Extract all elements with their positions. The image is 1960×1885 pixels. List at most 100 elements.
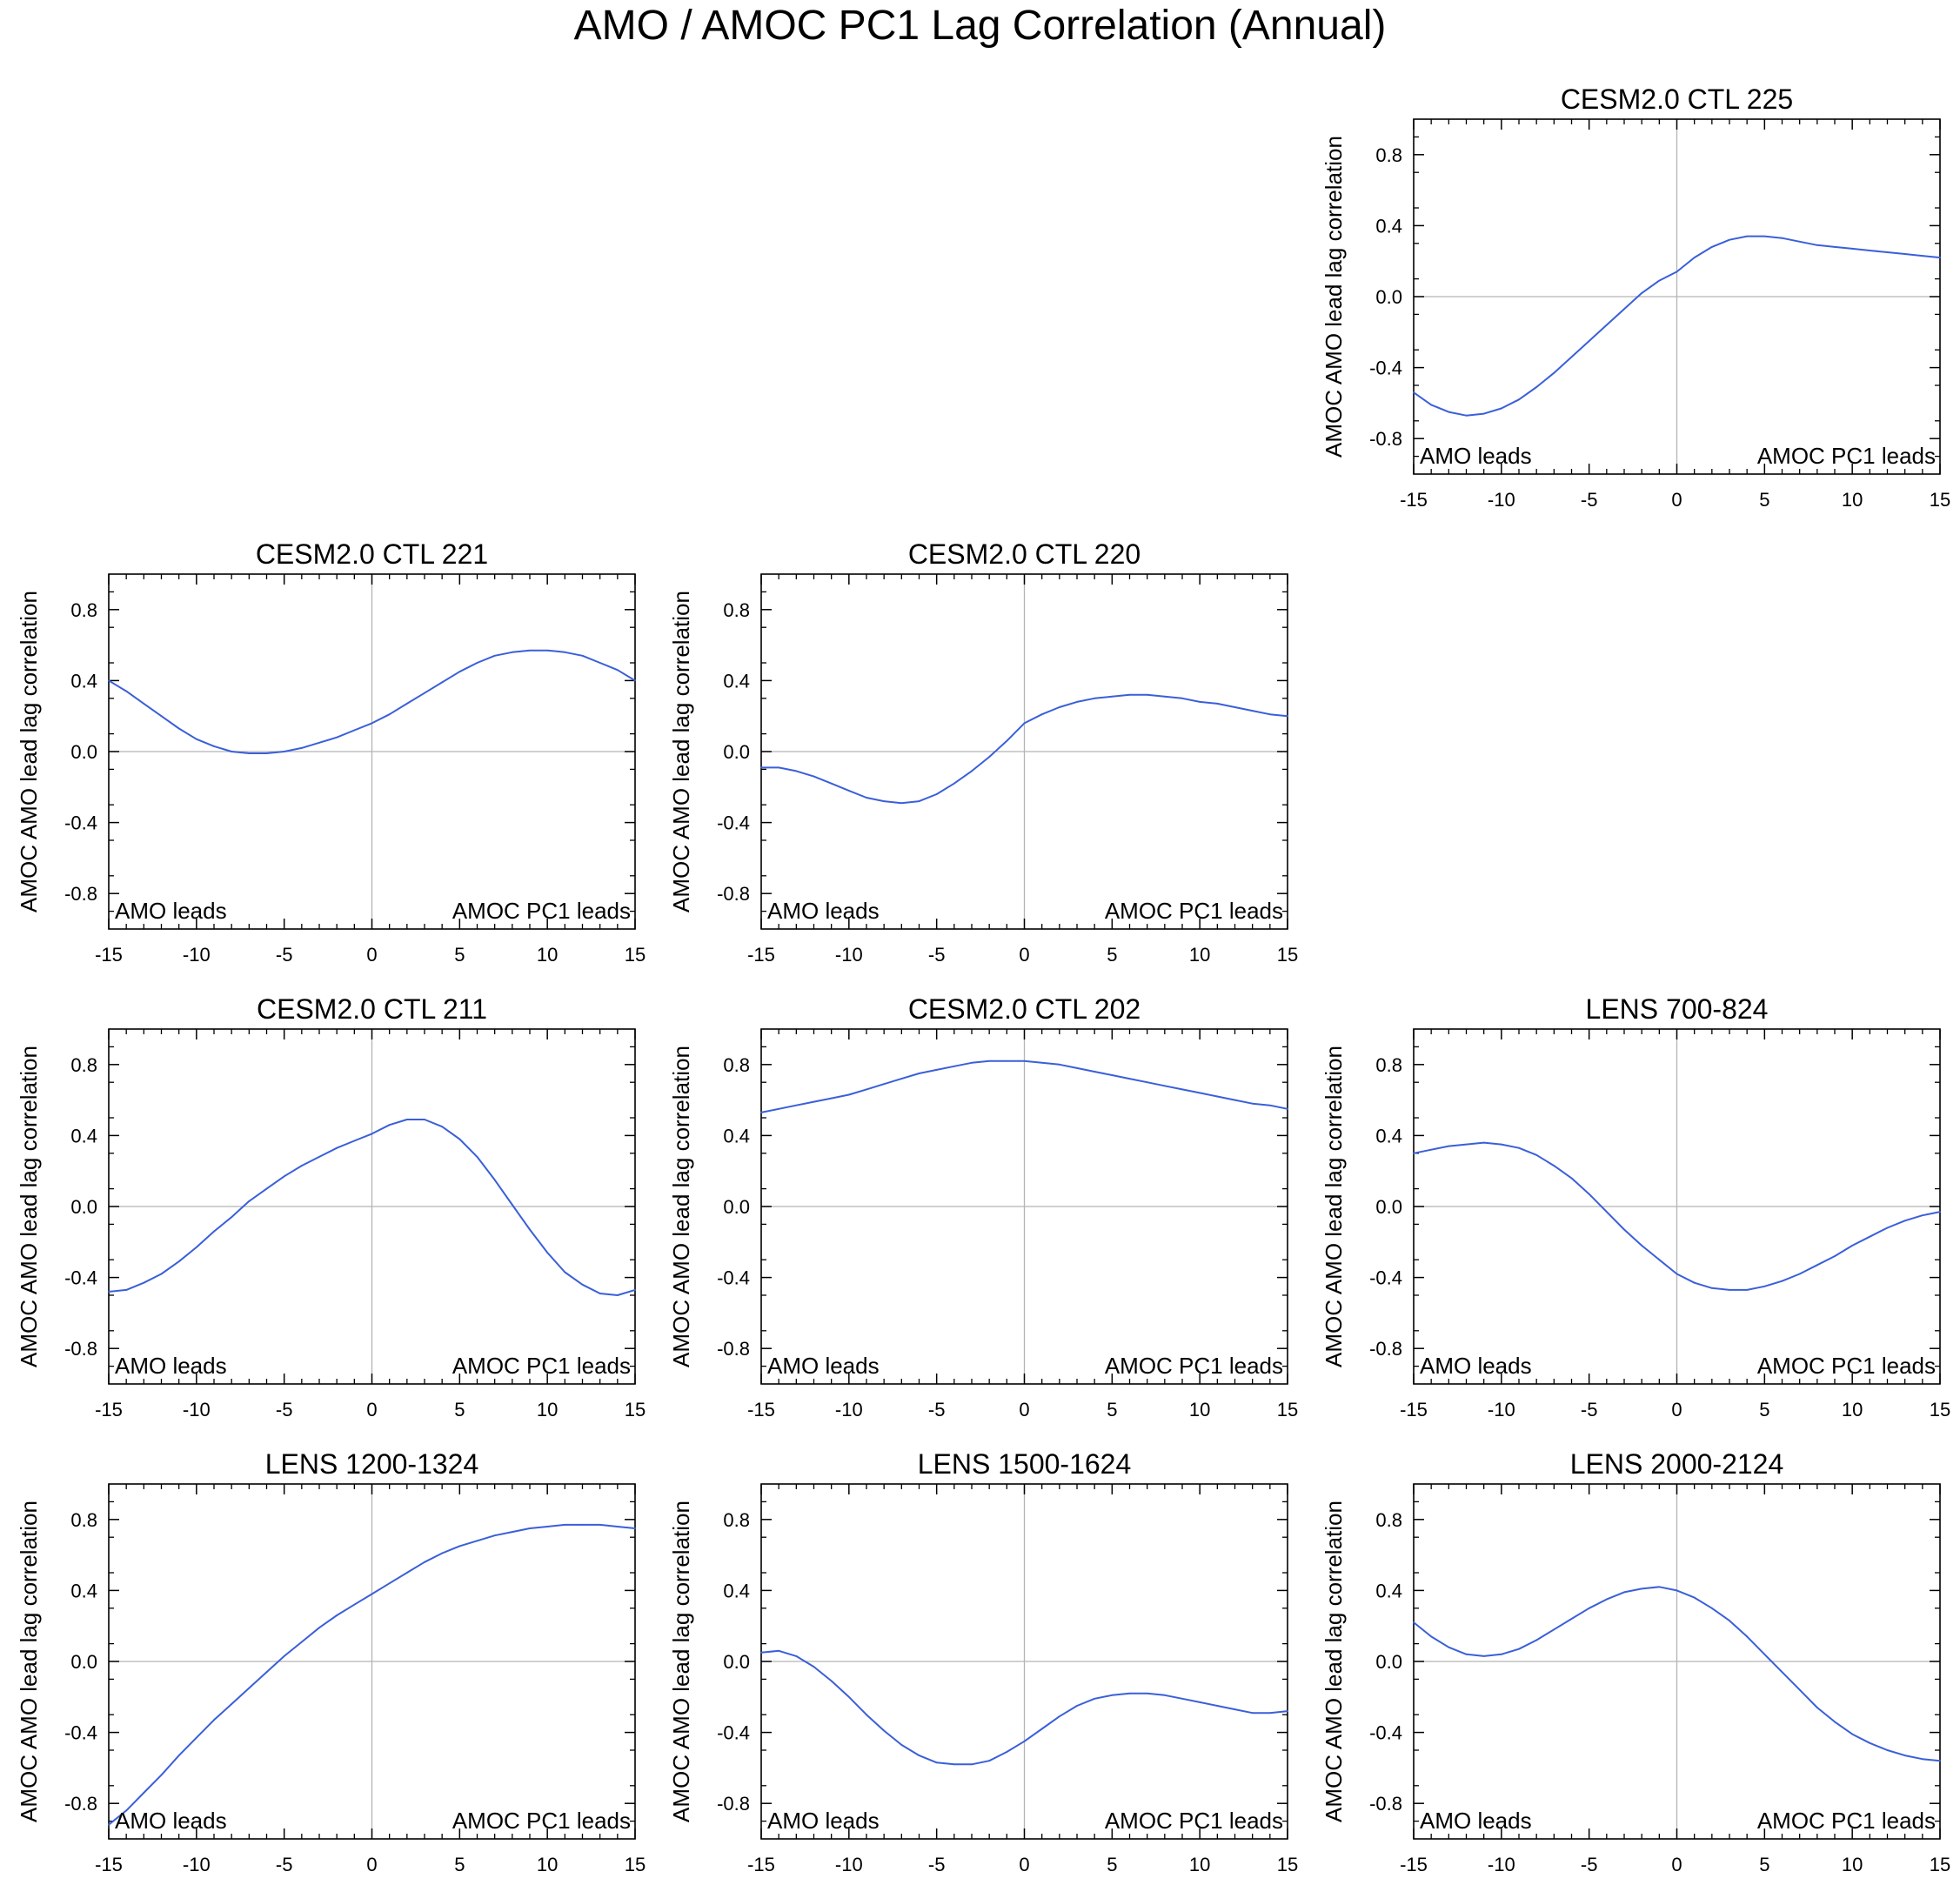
data-point [300, 1641, 303, 1643]
y-tick-label: 0.0 [70, 741, 97, 763]
x-tick-label: 5 [1107, 944, 1117, 966]
data-point [1834, 1255, 1836, 1258]
y-tick-label: -0.8 [64, 1793, 97, 1815]
data-point [830, 1097, 833, 1100]
data-point [160, 1273, 163, 1275]
data-point [388, 1582, 391, 1585]
data-point [564, 1524, 566, 1526]
plot-frame [760, 1483, 1288, 1840]
data-point [564, 651, 566, 653]
data-point [581, 654, 584, 657]
y-tick-label: -0.4 [717, 1267, 750, 1289]
amoc-leads-label: AMOC PC1 leads [452, 1808, 631, 1834]
data-point [866, 1714, 867, 1716]
data-point [1482, 412, 1485, 415]
x-tick-label: -5 [1581, 489, 1598, 511]
x-tick-label: 5 [1759, 489, 1769, 511]
data-point [1903, 253, 1906, 255]
data-point [866, 1088, 867, 1091]
data-point [795, 1654, 798, 1657]
x-tick-label: 15 [1930, 1399, 1950, 1420]
x-tick-label: -5 [276, 1854, 293, 1875]
y-tick-label: 0.4 [723, 670, 750, 692]
data-point [1234, 1708, 1236, 1710]
data-point [283, 1654, 285, 1657]
data-point [177, 1755, 180, 1757]
data-point [493, 1534, 496, 1537]
data-point [1268, 1104, 1271, 1106]
data-point [300, 747, 303, 749]
data-point [1216, 1095, 1219, 1098]
data-point [1094, 1071, 1096, 1073]
x-tick-label: -15 [1400, 1399, 1428, 1420]
data-point [1903, 1220, 1906, 1222]
data-point [231, 751, 233, 752]
panel-title: CESM2.0 CTL 211 [257, 993, 487, 1025]
data-point [283, 751, 285, 752]
data-point [599, 662, 601, 664]
x-tick-label: 0 [366, 944, 377, 966]
y-axis-label: AMOC AMO lead lag correlation [16, 591, 42, 912]
data-point [1448, 411, 1450, 413]
data-point [1199, 700, 1201, 703]
y-tick-label: -0.4 [717, 812, 750, 834]
x-tick-label: 0 [366, 1854, 377, 1875]
data-point [388, 1124, 391, 1126]
y-tick-label: 0.0 [1375, 1651, 1402, 1673]
data-point [405, 1572, 408, 1574]
amoc-leads-label: AMOC PC1 leads [1757, 1353, 1936, 1379]
data-point [265, 1671, 268, 1674]
x-tick-label: 15 [625, 1854, 646, 1875]
data-point [1834, 1721, 1836, 1723]
data-point [900, 1743, 903, 1746]
x-tick-label: 10 [1189, 1854, 1210, 1875]
y-tick-label: 0.8 [1375, 144, 1402, 166]
amo-leads-label: AMO leads [767, 1808, 880, 1834]
data-point [1658, 1259, 1661, 1261]
data-point [1111, 1074, 1114, 1076]
panel-title: LENS 1500-1624 [918, 1448, 1132, 1480]
x-tick-label: 5 [454, 1854, 465, 1875]
panel-title: CESM2.0 CTL 202 [908, 993, 1141, 1025]
y-tick-label: 0.8 [723, 1509, 750, 1531]
data-point [935, 1069, 938, 1071]
amo-leads-label: AMO leads [115, 1808, 227, 1834]
x-tick-label: -15 [747, 944, 775, 966]
data-point [1128, 693, 1131, 696]
plot-frame [108, 1483, 636, 1840]
y-axis-label: AMOC AMO lead lag correlation [668, 1046, 694, 1367]
data-point [1251, 710, 1254, 712]
data-point [847, 789, 850, 792]
data-point [1181, 697, 1183, 699]
data-point [847, 1695, 850, 1698]
data-point [1465, 1143, 1468, 1146]
data-point [1268, 1712, 1271, 1715]
data-point [388, 713, 391, 716]
data-point [1816, 1264, 1818, 1267]
data-point [511, 1204, 513, 1206]
data-point [1641, 292, 1643, 294]
data-point [1851, 1733, 1854, 1735]
data-point [1676, 1273, 1678, 1275]
x-tick-label: 10 [537, 944, 558, 966]
data-point [353, 1140, 356, 1142]
y-tick-label: 0.4 [70, 1125, 97, 1146]
data-point [231, 1703, 233, 1705]
y-tick-label: -0.4 [1369, 358, 1402, 379]
amo-leads-label: AMO leads [767, 898, 880, 924]
x-tick-label: 5 [1759, 1854, 1769, 1875]
amo-leads-label: AMO leads [115, 898, 227, 924]
data-point [441, 1126, 444, 1128]
data-point [125, 1809, 128, 1812]
data-point [900, 1078, 903, 1080]
data-point [971, 770, 973, 772]
data-point [564, 1271, 566, 1273]
data-point [599, 1293, 601, 1294]
data-point [795, 770, 798, 772]
data-point [177, 727, 180, 730]
data-point [1413, 391, 1415, 394]
data-point [300, 1165, 303, 1166]
data-point [813, 1666, 815, 1668]
data-point [778, 766, 780, 769]
data-point [1869, 1741, 1871, 1744]
